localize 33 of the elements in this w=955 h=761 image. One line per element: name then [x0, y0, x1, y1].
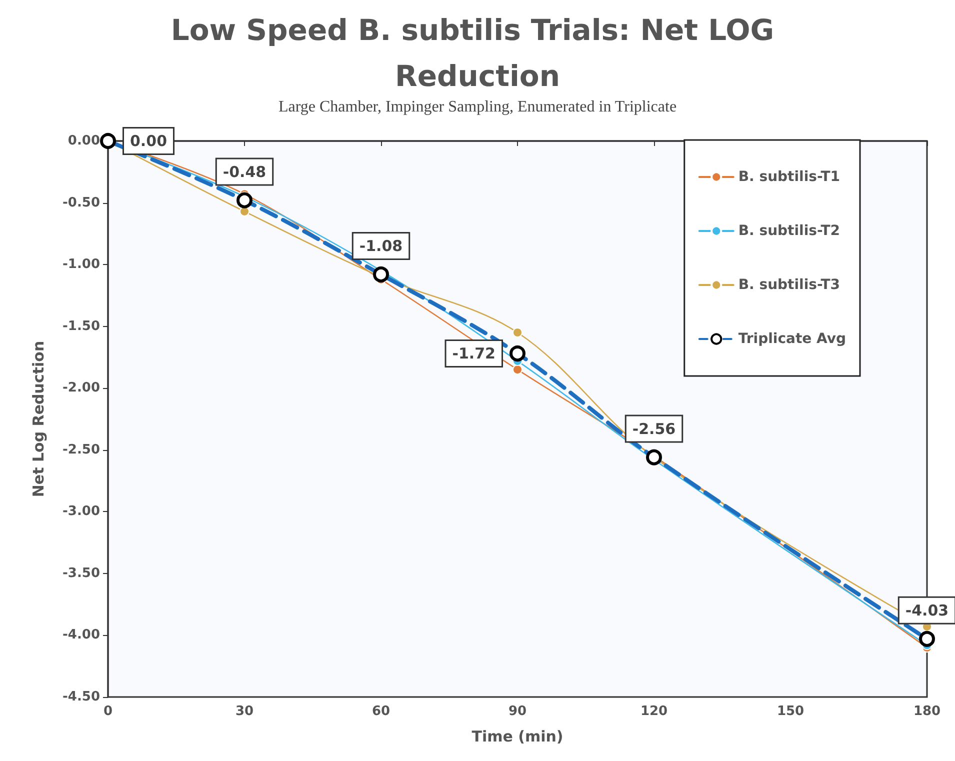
legend-label: B. subtilis-T1: [738, 169, 840, 185]
y-tick-label: 0.00: [68, 134, 100, 148]
y-tick-label: -1.00: [62, 257, 100, 272]
x-tick-label: 180: [913, 704, 941, 719]
x-tick-label: 30: [235, 704, 254, 719]
data-label: -2.56: [632, 420, 676, 438]
legend-label: B. subtilis-T2: [738, 223, 840, 239]
x-axis-title: Time (min): [472, 728, 564, 746]
data-label: -1.72: [452, 344, 496, 363]
y-tick-label: -0.50: [62, 195, 100, 210]
y-axis-title: Net Log Reduction: [30, 340, 48, 498]
data-label: -1.08: [359, 236, 403, 255]
point: [512, 328, 522, 338]
y-tick-label: -3.50: [62, 566, 100, 581]
data-label: -0.48: [222, 162, 266, 181]
legend-label: B. subtilis-T3: [738, 277, 840, 293]
x-tick-label: 0: [103, 704, 113, 719]
y-tick-label: -3.00: [62, 504, 100, 520]
chart-title: Low Speed B. subtilis Trials: Net LOG Reduction: [170, 13, 784, 93]
chart-subtitle: Large Chamber, Impinger Sampling, Enumerated in Triplicate: [278, 98, 677, 116]
x-tick-label: 150: [776, 704, 804, 719]
data-label: 0.00: [130, 132, 168, 150]
x-tick-label: 60: [372, 704, 390, 719]
y-tick-label: -2.00: [62, 380, 100, 396]
point: [512, 364, 522, 375]
y-tick-label: -4.50: [62, 690, 100, 704]
y-tick-label: -2.50: [62, 442, 100, 458]
x-tick-label: 120: [640, 704, 668, 719]
data-label: -4.03: [905, 601, 949, 620]
y-tick-label: -1.50: [62, 318, 100, 334]
y-tick-label: -4.00: [62, 628, 100, 643]
x-tick-label: 90: [508, 704, 527, 719]
legend-label: Triplicate Avg: [738, 331, 846, 347]
